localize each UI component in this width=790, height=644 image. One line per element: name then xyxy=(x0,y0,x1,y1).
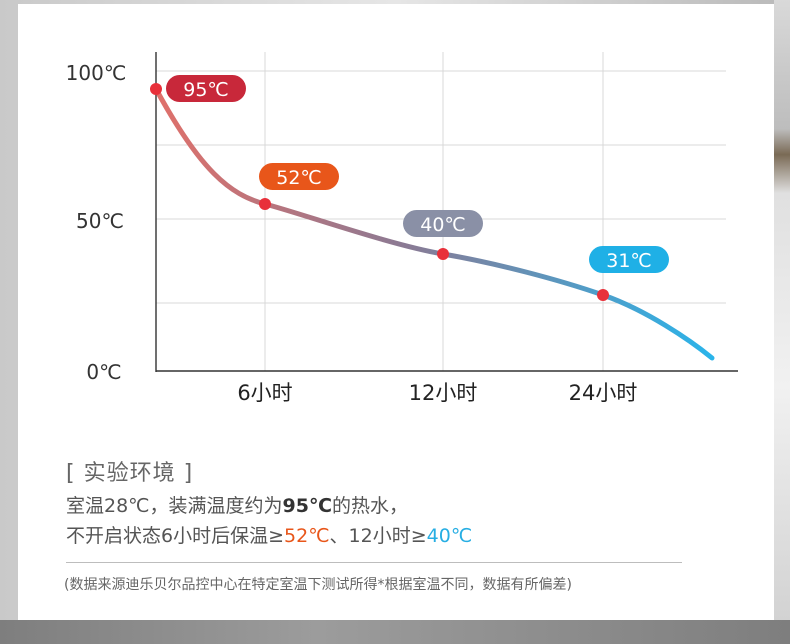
environment-line-1: 室温28℃，装满温度约为95℃的热水， xyxy=(66,491,408,518)
data-point-95: 95℃ xyxy=(150,75,246,102)
content-card xyxy=(18,4,774,620)
x-tick-label-24h: 24小时 xyxy=(569,381,638,405)
environment-line-1-suffix: 的热水， xyxy=(331,495,408,517)
environment-line-1-bold: 95℃ xyxy=(282,495,332,517)
background-strip-right xyxy=(774,0,790,644)
environment-line-2-middle: 、12小时≥ xyxy=(329,525,427,547)
data-point-marker xyxy=(597,289,609,301)
data-label-badge xyxy=(166,75,246,102)
background-strip-bottom xyxy=(0,620,790,644)
environment-line-2-hot-value: 52℃ xyxy=(284,525,330,547)
y-tick-label-50: 50℃ xyxy=(76,209,124,233)
x-tick-label-12h: 12小时 xyxy=(409,381,478,405)
data-point-marker xyxy=(437,248,449,260)
data-point-40: 40℃ xyxy=(403,210,483,260)
data-label-text: 52℃ xyxy=(276,167,322,189)
y-tick-label-0: 0℃ xyxy=(86,360,121,384)
data-label-badge xyxy=(403,210,483,237)
data-point-marker xyxy=(259,198,271,210)
divider xyxy=(66,562,682,563)
data-label-text: 95℃ xyxy=(183,79,229,101)
y-tick-label-100: 100℃ xyxy=(66,61,127,85)
footnote: (数据来源迪乐贝尔品控中心在特定室温下测试所得*根据室温不同，数据有所偏差) xyxy=(64,577,572,593)
data-point-52: 52℃ xyxy=(259,163,339,210)
x-tick-label-6h: 6小时 xyxy=(237,381,292,405)
data-point-31: 31℃ xyxy=(589,246,669,301)
environment-line-1-prefix: 室温28℃，装满温度约为 xyxy=(66,495,283,517)
data-point-marker xyxy=(150,83,162,95)
data-label-badge xyxy=(589,246,669,273)
environment-line-2-warm-value: 40℃ xyxy=(426,525,473,547)
data-label-badge xyxy=(259,163,339,190)
environment-line-2: 不开启状态6小时后保温≥52℃、12小时≥40℃ xyxy=(66,521,472,548)
data-label-text: 31℃ xyxy=(606,250,652,272)
environment-line-2-prefix: 不开启状态6小时后保温≥ xyxy=(66,525,285,547)
environment-title: [ 实验环境 ] xyxy=(66,461,194,486)
data-label-text: 40℃ xyxy=(420,214,466,236)
